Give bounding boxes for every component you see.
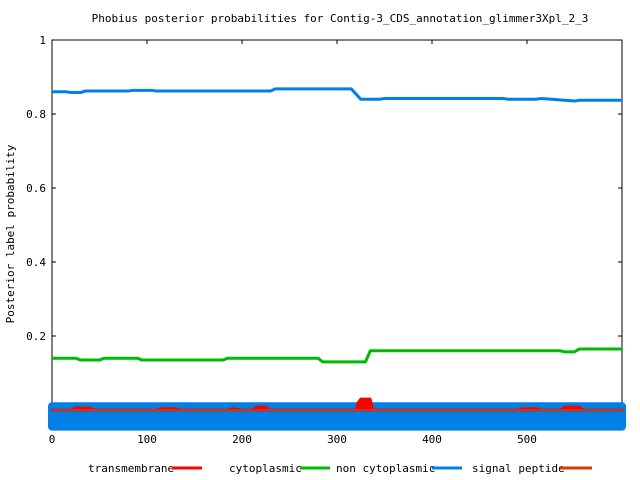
legend-label: signal peptide	[472, 462, 565, 475]
y-tick-label: 0.2	[26, 330, 46, 343]
y-tick-label: 0.4	[26, 256, 46, 269]
x-tick-label: 100	[137, 433, 157, 446]
series-signal-peptide	[52, 87, 622, 103]
y-tick-label: 0.8	[26, 108, 46, 121]
legend-label: transmembrane	[88, 462, 174, 475]
series-non-cytoplasmic	[48, 402, 626, 431]
legend-label: cytoplasmic	[229, 462, 302, 475]
legend-label: non cytoplasmic	[336, 462, 435, 475]
y-tick-label: 0.6	[26, 182, 46, 195]
x-tick-label: 200	[232, 433, 252, 446]
x-tick-label: 0	[49, 433, 56, 446]
series-layer	[48, 87, 626, 431]
legend: transmembrane cytoplasmic non cytoplasmic s…	[88, 462, 592, 475]
series-cytoplasmic	[52, 347, 622, 364]
y-tick-label: 1	[39, 34, 46, 47]
chart-title: Phobius posterior probabilities for Cont…	[92, 12, 589, 25]
y-axis-label: Posterior label probability	[4, 144, 17, 323]
x-tick-label: 400	[422, 433, 442, 446]
x-tick-label: 300	[327, 433, 347, 446]
x-tick-label: 500	[517, 433, 537, 446]
axes: 0 100 200 300 400 500 0.2 0.4 0.6 0.8 1	[26, 34, 622, 446]
